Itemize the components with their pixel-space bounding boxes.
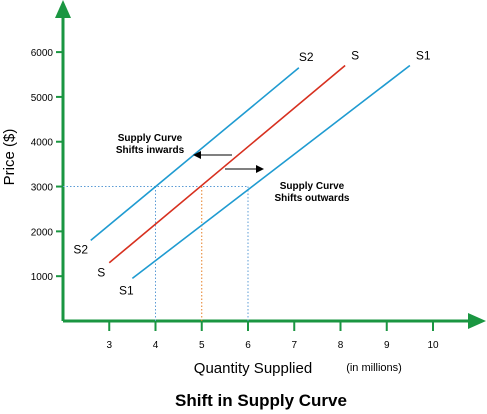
x-tick-label: 10: [427, 340, 439, 351]
axis-ticks: 3 4 5 6 7 8 9 10 1000 2000 3000 4000 5000 6000: [31, 48, 439, 351]
x-tick-label: 6: [245, 340, 251, 351]
x-tick-label: 9: [384, 340, 390, 351]
x-tick-label: 8: [338, 340, 344, 351]
curve-label-start-s: S: [97, 266, 105, 280]
annotation-outwards-line2: Shifts outwards: [274, 193, 349, 204]
y-tick-label: 5000: [31, 93, 54, 104]
curve-label-end-s2: S2: [299, 50, 314, 64]
y-tick-label: 1000: [31, 272, 54, 283]
x-tick-label: 5: [199, 340, 205, 351]
supply-curve-s1: [131, 64, 411, 280]
reference-lines: [63, 186, 249, 321]
supply-curve-s: [108, 64, 346, 264]
y-tick-label: 6000: [31, 48, 54, 59]
y-tick-label: 2000: [31, 227, 54, 238]
arrow-inwards-head: [193, 151, 201, 159]
x-tick-label: 3: [106, 340, 112, 351]
annotation-inwards-line2: Shifts inwards: [116, 145, 185, 156]
y-axis-arrow: [55, 0, 71, 18]
supply-curve-s2: [90, 67, 300, 241]
curve-label-end-s: S: [351, 49, 359, 63]
arrow-outwards-head: [256, 165, 264, 173]
x-tick-label: 4: [153, 340, 159, 351]
chart-title: Shift in Supply Curve: [175, 391, 347, 410]
y-axis-title: Price ($): [1, 129, 18, 186]
x-axis-title: Quantity Supplied: [194, 360, 312, 377]
supply-curves: [90, 64, 411, 280]
y-tick-label: 4000: [31, 138, 54, 149]
x-axis-arrow: [468, 313, 486, 329]
y-tick-label: 3000: [31, 183, 54, 194]
x-axis-unit: (in millions): [346, 362, 402, 374]
curve-label-start-s1: S1: [119, 283, 134, 297]
curve-label-end-s1: S1: [416, 49, 431, 63]
annotation-inwards-line1: Supply Curve: [118, 133, 183, 144]
curve-labels: S S S1 S1 S2 S2: [73, 49, 430, 298]
x-tick-label: 7: [291, 340, 297, 351]
annotation-outwards-line1: Supply Curve: [280, 181, 345, 192]
curve-label-start-s2: S2: [73, 242, 88, 256]
